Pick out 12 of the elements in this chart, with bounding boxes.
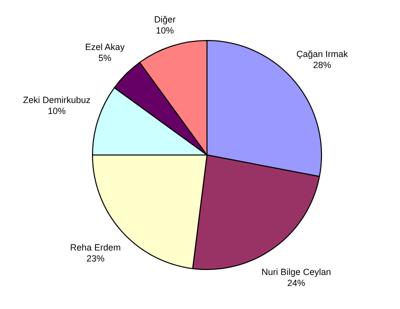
slice-label: Çağan Irmak xyxy=(296,48,348,59)
data-label: 23% xyxy=(86,253,104,264)
data-label: 10% xyxy=(156,25,174,36)
slice-label: Diğer xyxy=(154,14,176,24)
data-label: 28% xyxy=(313,60,332,70)
slice-label: Ezel Akay xyxy=(85,42,126,52)
data-label: 10% xyxy=(48,106,66,116)
data-label: 24% xyxy=(287,278,306,288)
data-label: 5% xyxy=(98,52,112,63)
slice-label: Reha Erdem xyxy=(70,242,121,252)
slice-label: Nuri Bilge Ceylan xyxy=(261,266,332,277)
slice-label: Zeki Demirkubuz xyxy=(22,95,91,106)
